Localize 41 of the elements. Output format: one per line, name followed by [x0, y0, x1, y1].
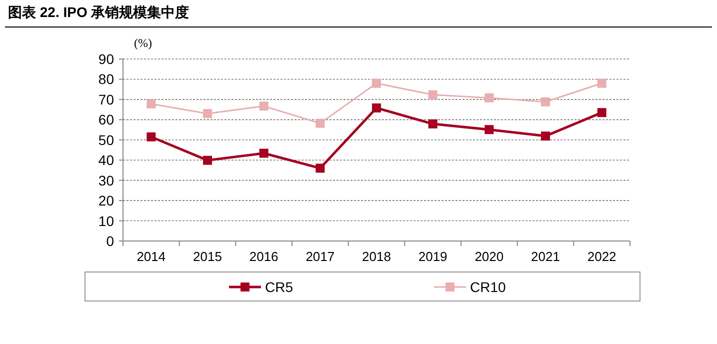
- x-tick-label: 2022: [587, 249, 616, 264]
- point: [146, 99, 156, 108]
- x-tick-label: 2021: [531, 249, 560, 264]
- point: [597, 78, 606, 88]
- y-tick-label: 20: [98, 192, 114, 209]
- legend-label: CR10: [470, 279, 506, 295]
- x-tick-label: 2020: [474, 249, 504, 264]
- y-tick-label: 50: [98, 132, 114, 148]
- y-axis-title: (%): [134, 36, 152, 50]
- y-tick-label: 90: [98, 51, 114, 67]
- y-tick-label: 80: [98, 71, 114, 88]
- point: [316, 164, 325, 173]
- x-tick-label: 2017: [306, 249, 335, 264]
- y-tick-label: 70: [98, 91, 114, 108]
- x-tick-label: 2019: [418, 249, 448, 264]
- point: [541, 97, 550, 106]
- y-tick-label: 40: [98, 152, 114, 168]
- y-tick-label: 60: [98, 112, 114, 128]
- point: [372, 103, 381, 112]
- point: [203, 156, 212, 165]
- chart-title: 图表 22. IPO 承销规模集中度: [8, 4, 190, 20]
- point: [541, 132, 550, 141]
- y-tick-label: 30: [98, 172, 114, 188]
- x-tick-label: 2016: [249, 249, 278, 264]
- point: [146, 132, 156, 142]
- point: [203, 109, 212, 118]
- point: [428, 119, 438, 128]
- point: [484, 93, 494, 102]
- point: [597, 108, 606, 118]
- x-tick-label: 2018: [362, 249, 391, 264]
- y-tick-label: 10: [98, 212, 114, 229]
- legend-label: CR5: [265, 279, 294, 295]
- point: [428, 90, 438, 100]
- point: [316, 118, 325, 128]
- point: [259, 148, 268, 158]
- x-tick-label: 2015: [193, 249, 222, 264]
- y-tick-label: 0: [106, 233, 114, 249]
- point: [372, 78, 381, 88]
- point: [259, 102, 268, 111]
- point: [484, 125, 494, 134]
- x-tick-label: 2014: [136, 249, 166, 264]
